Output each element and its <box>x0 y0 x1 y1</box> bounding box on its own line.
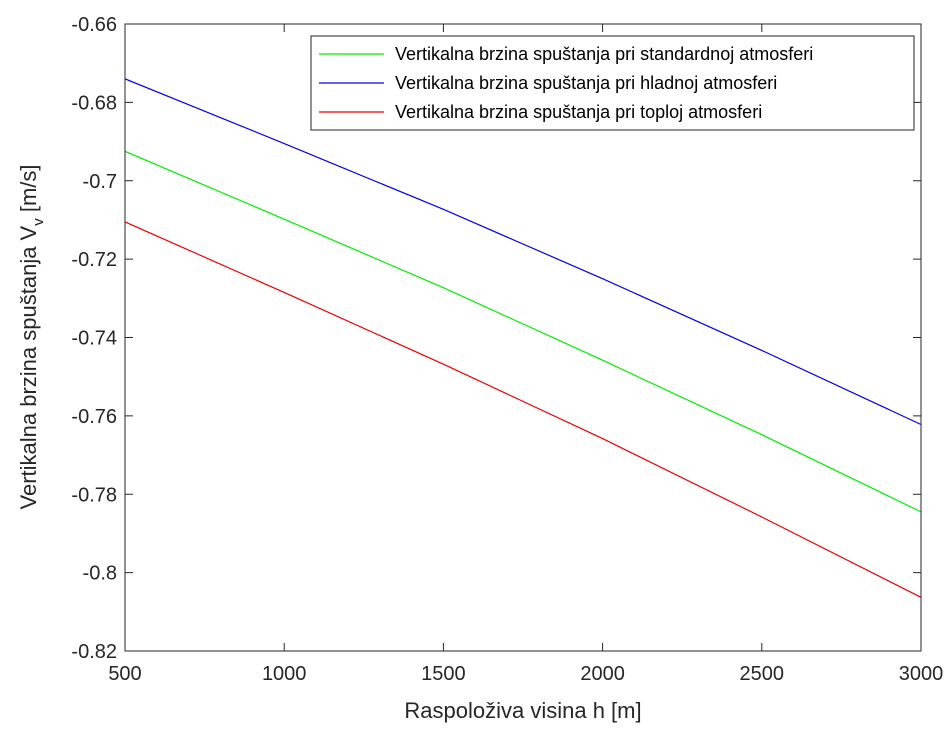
series-layer <box>124 78 922 598</box>
x-tick-label: 500 <box>108 663 141 685</box>
legend: Vertikalna brzina spuštanja pri standard… <box>310 35 915 131</box>
y-tick-label: -0.66 <box>71 14 117 36</box>
y-tick-label: -0.68 <box>71 92 117 114</box>
series-line-2 <box>124 78 922 426</box>
x-tick-label: 1500 <box>421 663 466 685</box>
series-line-3 <box>124 221 922 598</box>
y-axis-label: Vertikalna brzina spuštanja Vv [m/s] <box>16 164 47 509</box>
legend-label-2: Vertikalna brzina spuštanja pri hladnoj … <box>395 73 777 93</box>
x-tick-label: 3000 <box>899 663 944 685</box>
x-tick-label: 2000 <box>580 663 625 685</box>
x-axis: 500 1000 1500 2000 2500 3000 <box>108 24 943 685</box>
y-axis-label-main: Vertikalna brzina spuštanja V <box>16 225 41 509</box>
y-tick-label: -0.82 <box>71 641 117 663</box>
y-tick-label: -0.7 <box>83 171 117 193</box>
legend-items: Vertikalna brzina spuštanja pri standard… <box>319 44 813 122</box>
y-tick-label: -0.74 <box>71 328 117 350</box>
y-axis-label-unit: [m/s] <box>16 164 41 218</box>
y-tick-label: -0.72 <box>71 249 117 271</box>
y-tick-label: -0.78 <box>71 484 117 506</box>
legend-label-3: Vertikalna brzina spuštanja pri toploj a… <box>395 102 762 122</box>
legend-box <box>310 35 915 131</box>
x-tick-label: 1000 <box>262 663 307 685</box>
y-tick-label: -0.76 <box>71 406 117 428</box>
y-axis-label-subscript: v <box>30 218 47 226</box>
y-tick-label: -0.8 <box>83 563 117 585</box>
x-axis-label: Raspoloživa visina h [m] <box>404 698 641 723</box>
series-line-1 <box>124 150 922 513</box>
legend-label-1: Vertikalna brzina spuštanja pri standard… <box>395 44 813 64</box>
y-axis: -0.66 -0.68 -0.7 -0.72 -0.74 -0.76 -0.78 -0.8 -0… <box>71 14 921 663</box>
x-tick-label: 2500 <box>740 663 785 685</box>
